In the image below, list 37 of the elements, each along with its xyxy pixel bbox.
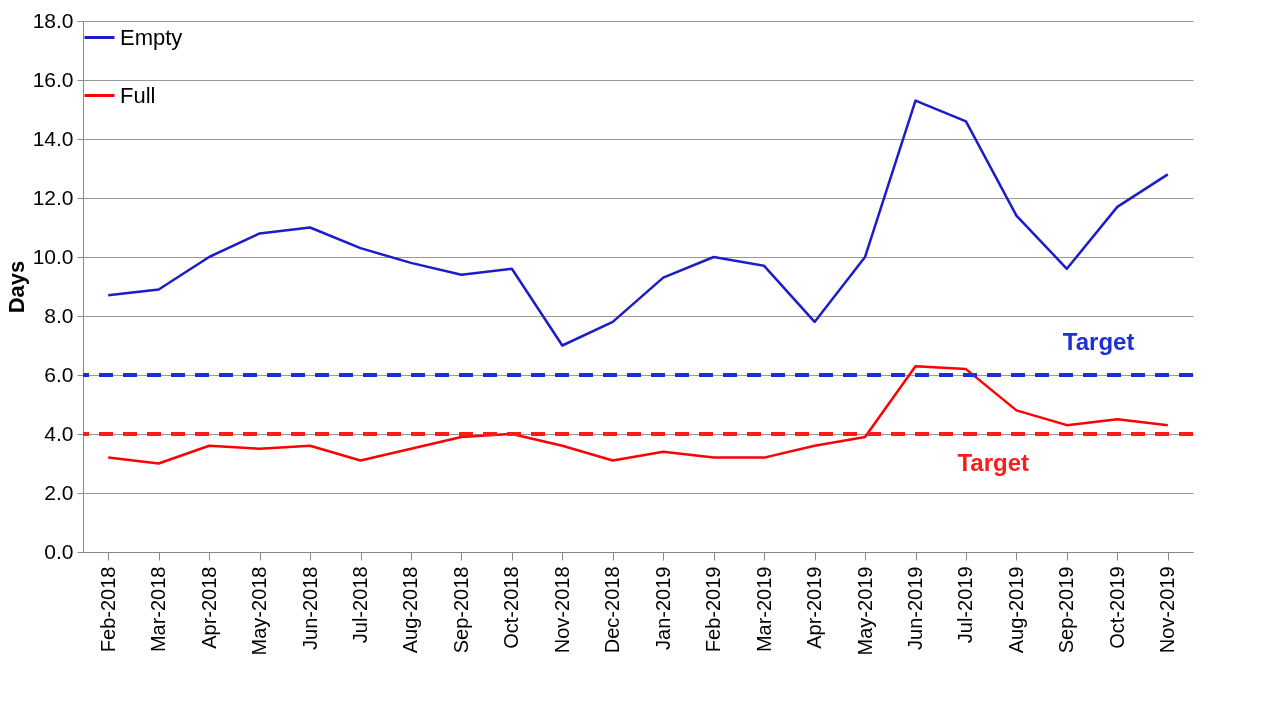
y-tick-label: 2.0 [44, 480, 74, 504]
x-tick-label: Nov-2018 [550, 566, 573, 654]
y-tick-label: 14.0 [32, 126, 74, 150]
ref-line-label: Target [957, 449, 1029, 476]
x-tick-label: Jun-2018 [298, 566, 321, 650]
x-tick-label: May-2019 [853, 566, 876, 656]
y-tick-label: 0.0 [44, 539, 74, 563]
legend-label: Full [120, 82, 156, 108]
x-tick-label: Apr-2018 [197, 566, 220, 649]
x-tick-label: May-2018 [248, 566, 271, 656]
x-tick-label: Sep-2018 [449, 566, 472, 654]
x-tick-label: Oct-2019 [1105, 566, 1128, 649]
x-tick-label: Aug-2019 [1004, 566, 1027, 654]
ref-line-label: Target [1062, 328, 1135, 355]
y-tick-label: 8.0 [44, 303, 74, 327]
x-tick-label: Aug-2018 [399, 566, 422, 654]
y-tick-label: 16.0 [32, 67, 74, 91]
y-tick-label: 4.0 [44, 421, 74, 445]
x-tick-label: Apr-2019 [803, 566, 826, 649]
x-tick-label: Mar-2019 [752, 566, 775, 653]
x-tick-label: Jul-2018 [349, 566, 371, 644]
x-tick-label: Jan-2019 [651, 566, 674, 650]
y-tick-label: 12.0 [32, 185, 74, 209]
x-tick-label: Mar-2018 [147, 566, 170, 653]
x-tick-label: Sep-2019 [1055, 566, 1078, 654]
x-tick-label: Feb-2019 [702, 566, 725, 653]
y-tick-label: 6.0 [44, 362, 74, 386]
x-tick-label: Jun-2019 [904, 566, 926, 650]
y-tick-label: 18.0 [32, 8, 74, 32]
y-axis-title: Days [3, 260, 29, 314]
y-tick-label: 10.0 [32, 244, 74, 268]
x-tick-label: Feb-2018 [96, 566, 119, 653]
legend-label: Empty [120, 24, 183, 50]
x-tick-label: Jul-2019 [954, 566, 977, 644]
x-tick-label: Nov-2019 [1156, 566, 1179, 654]
x-tick-label: Dec-2018 [601, 566, 624, 654]
x-tick-label: Oct-2018 [500, 566, 523, 649]
